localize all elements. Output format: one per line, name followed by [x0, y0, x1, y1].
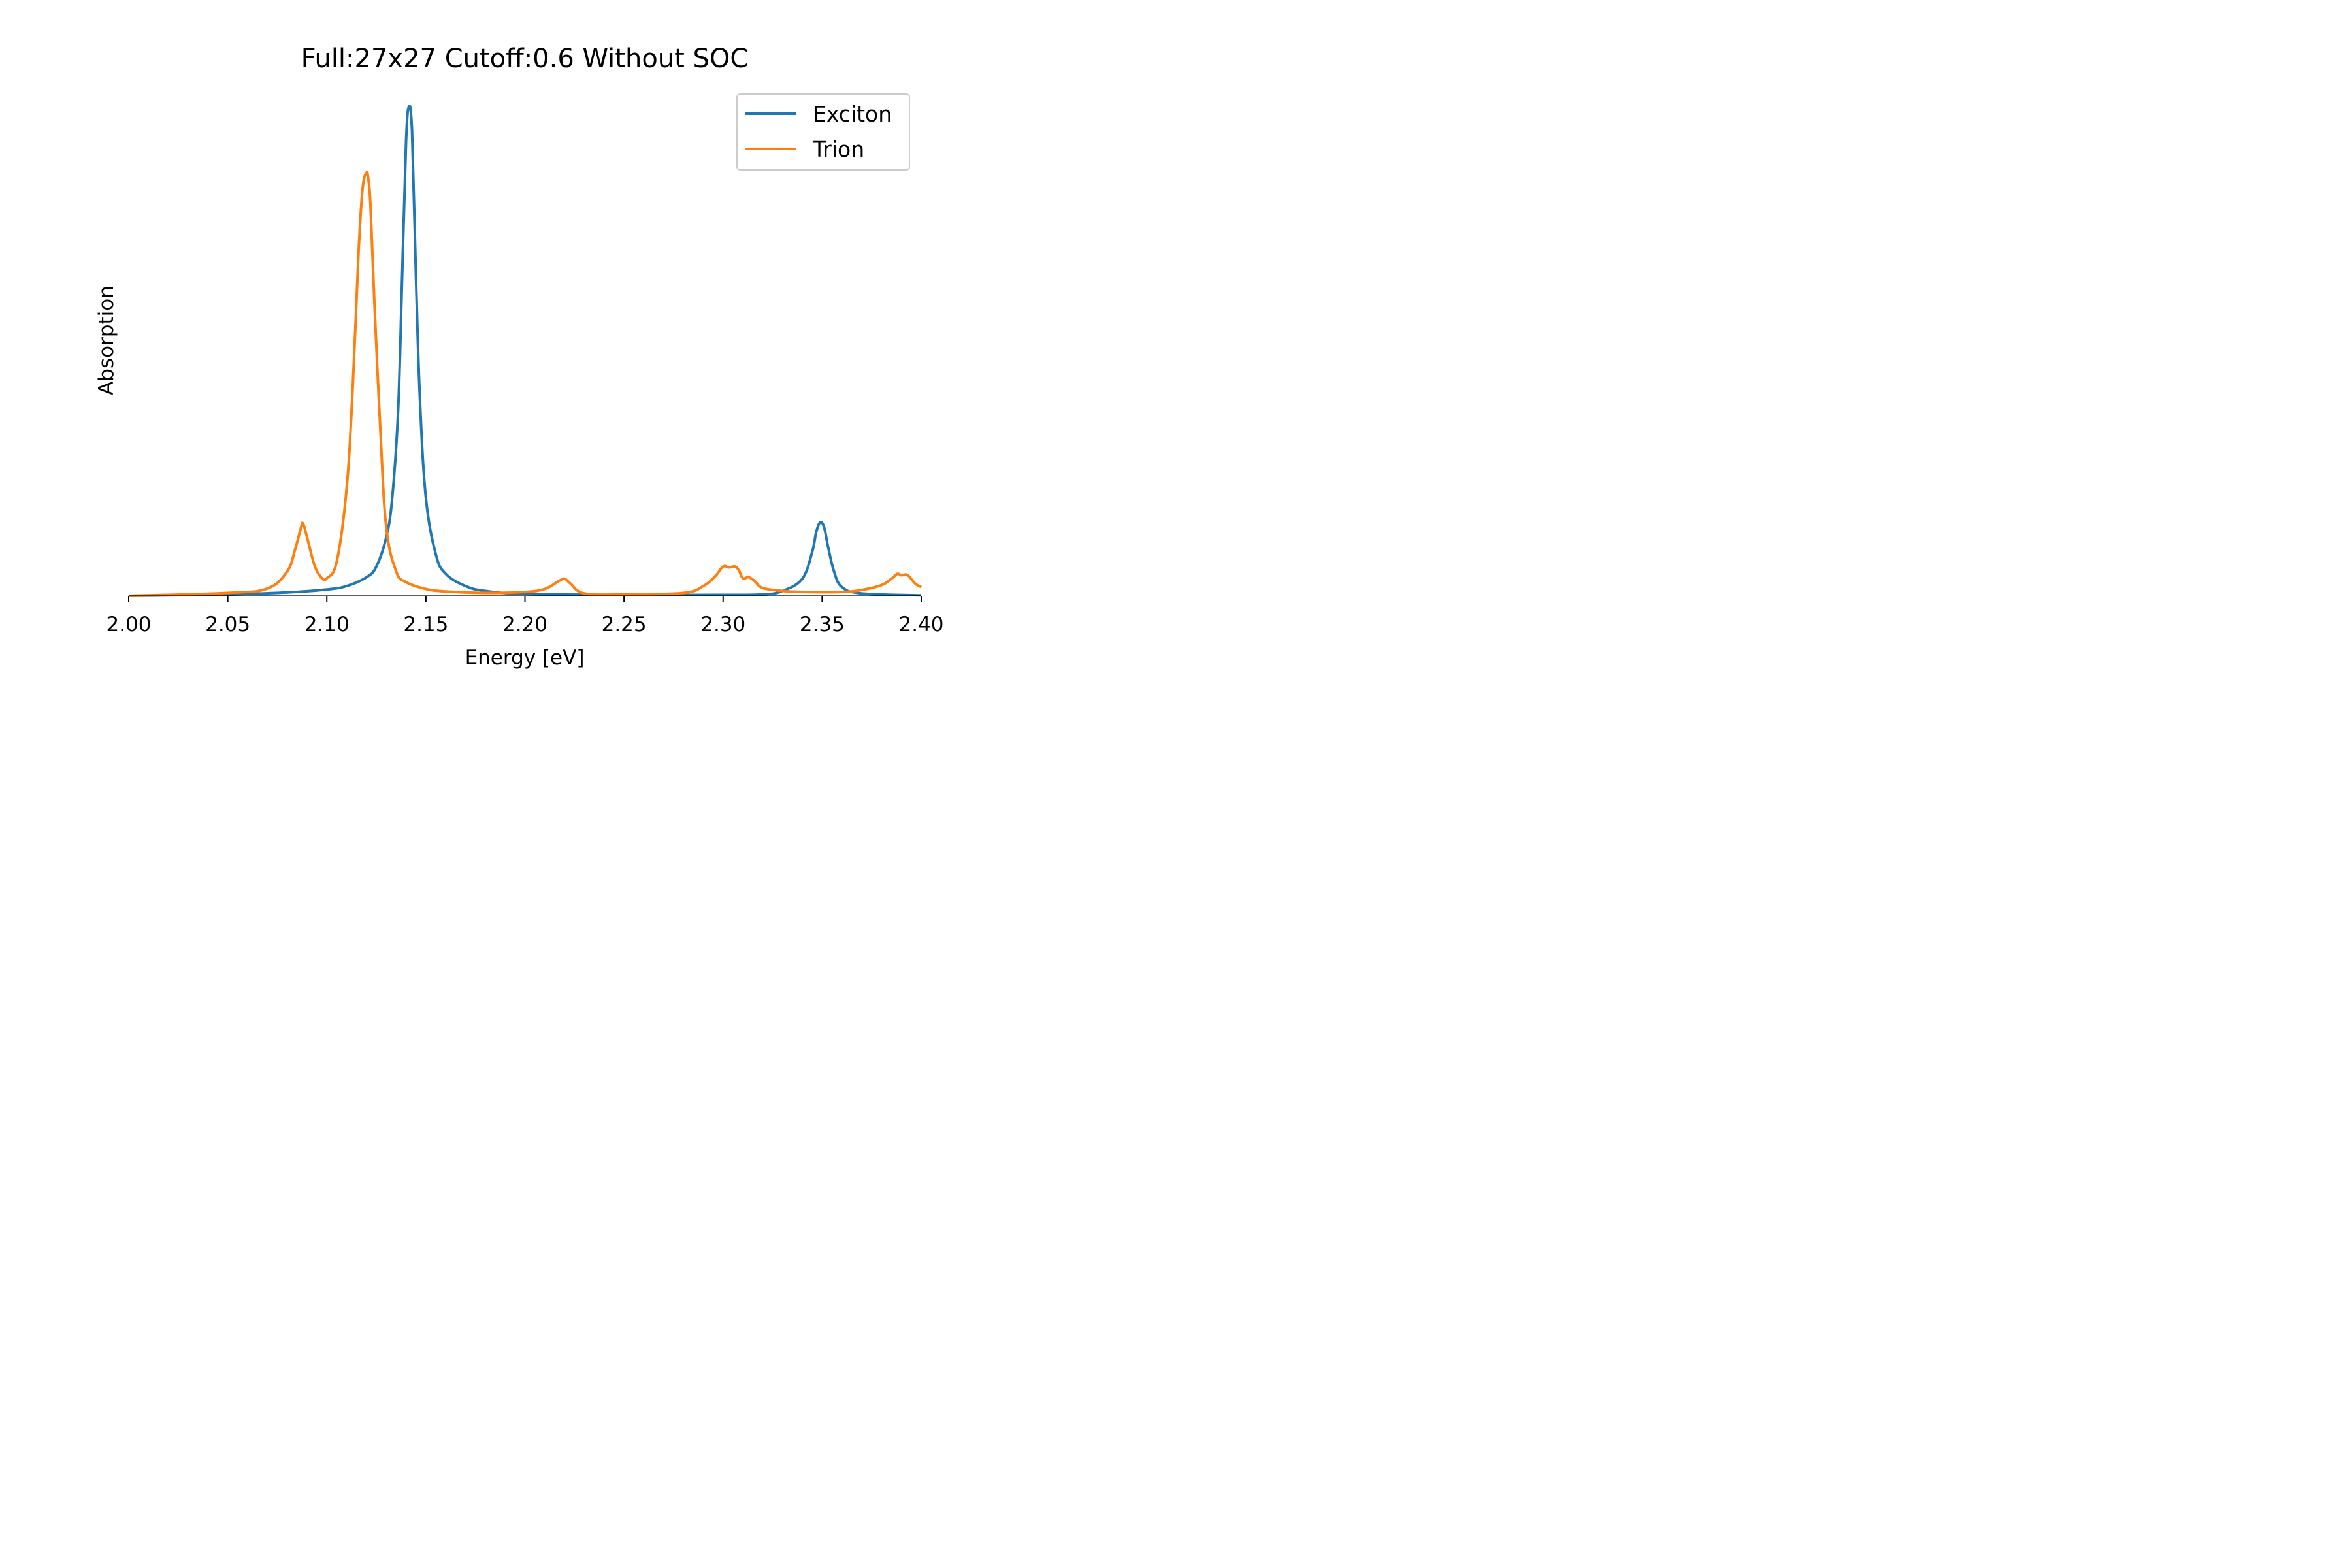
x-tick-label: 2.40 [898, 613, 943, 636]
x-tick-label: 2.15 [403, 613, 448, 636]
x-tick-label: 2.30 [700, 613, 745, 636]
series-line-trion [128, 171, 923, 597]
x-tick-label: 2.25 [602, 613, 647, 636]
x-tick-label: 2.00 [106, 613, 151, 636]
legend-label-exciton: Exciton [813, 101, 892, 127]
y-axis-label: Absorption [95, 286, 118, 395]
x-tick-label: 2.10 [304, 613, 350, 636]
x-tick-label: 2.20 [502, 613, 547, 636]
series-line-exciton [128, 105, 922, 597]
x-tick-label: 2.05 [205, 613, 250, 636]
x-tick-label: 2.35 [800, 613, 845, 636]
plot-lines [128, 105, 923, 597]
x-axis-ticks: 2.00 2.05 2.10 2.15 2.20 2.25 2.30 2.35 2.40 [106, 596, 944, 636]
legend: Exciton Trion [736, 93, 910, 171]
x-axis-label: Energy [eV] [465, 646, 585, 670]
chart-title: Full:27x27 Cutoff:0.6 Without SOC [301, 44, 749, 74]
legend-label-trion: Trion [812, 137, 864, 162]
absorption-chart: Full:27x27 Cutoff:0.6 Without SOC 2.00 2.… [95, 44, 944, 670]
